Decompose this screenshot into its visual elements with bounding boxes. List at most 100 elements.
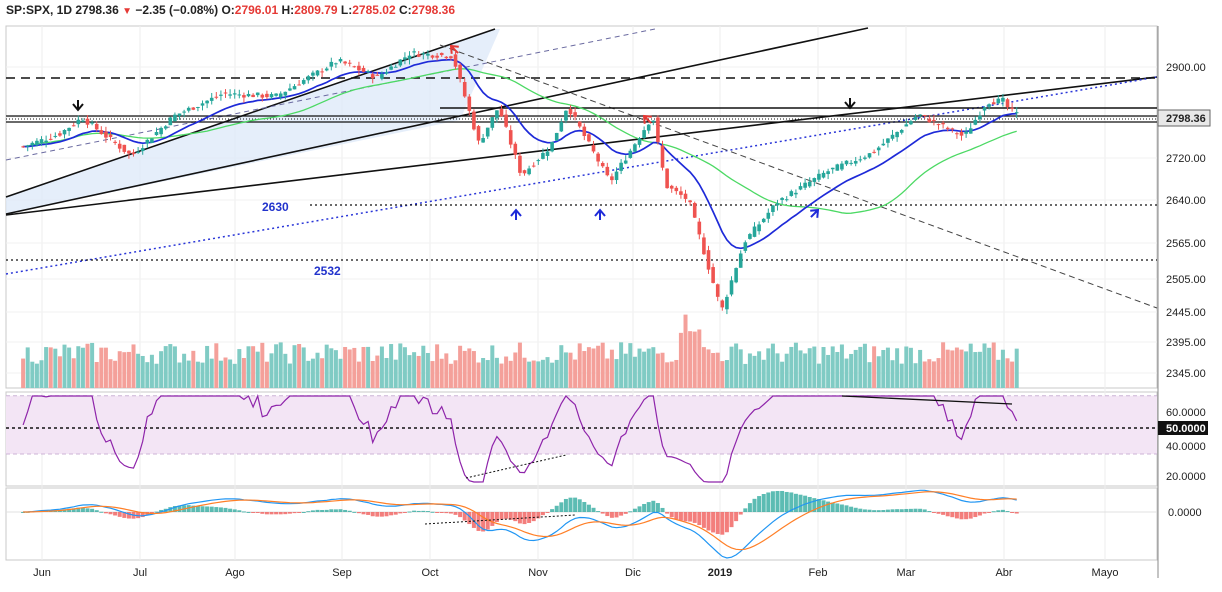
volume-bar xyxy=(881,349,886,388)
candle-body xyxy=(821,172,826,178)
macd-histogram-bar xyxy=(591,507,596,512)
volume-bar xyxy=(191,350,196,388)
candle-body xyxy=(849,162,853,164)
candle-body xyxy=(251,94,255,98)
volume-bar xyxy=(251,346,256,388)
candle-body xyxy=(922,115,927,117)
macd-histogram-bar xyxy=(94,510,99,512)
macd-histogram-bar xyxy=(775,490,780,512)
volume-bar xyxy=(274,344,279,388)
volume-bar xyxy=(522,357,527,388)
macd-histogram-bar xyxy=(508,512,513,520)
volume-bar xyxy=(954,347,959,388)
volume-bar xyxy=(927,359,932,388)
candle-body xyxy=(301,80,306,84)
volume-bar xyxy=(172,346,177,388)
macd-histogram-bar xyxy=(743,508,748,512)
red-arrow-icon xyxy=(642,114,652,124)
candle-body xyxy=(771,205,775,212)
candle-body xyxy=(794,192,798,195)
volume-bar xyxy=(195,361,200,388)
volume-bar xyxy=(646,348,651,388)
candle-body xyxy=(260,94,265,98)
x-tick-label: Sep xyxy=(332,567,352,579)
fast-moving-average-line xyxy=(23,58,1017,250)
macd-histogram-bar xyxy=(214,507,219,512)
macd-histogram-bar xyxy=(830,502,835,512)
x-tick-label: Jul xyxy=(133,567,147,579)
volume-bar xyxy=(609,349,614,388)
candle-body xyxy=(743,242,748,251)
candle-body xyxy=(807,181,812,187)
volume-bar xyxy=(757,351,762,388)
macd-histogram-bar xyxy=(99,511,104,513)
volume-bar xyxy=(1005,358,1010,388)
volume-bar xyxy=(821,347,826,388)
macd-histogram-bar xyxy=(550,509,555,512)
candle-body xyxy=(784,199,789,201)
candle-body xyxy=(927,118,932,123)
macd-histogram-bar xyxy=(412,510,417,512)
macd-histogram-bar xyxy=(522,512,527,525)
macd-histogram-bar xyxy=(573,497,578,512)
macd-histogram-bar xyxy=(108,512,113,515)
volume-bar xyxy=(600,342,605,388)
price-tick-label: 2720.00 xyxy=(1166,153,1206,165)
volume-bar xyxy=(545,357,550,388)
volume-bar xyxy=(517,342,522,388)
red-arrow-icon xyxy=(449,44,459,54)
volume-bar xyxy=(154,363,159,388)
candle-body xyxy=(619,162,623,171)
volume-bar xyxy=(333,350,338,388)
candle-body xyxy=(508,130,513,145)
candle-body xyxy=(646,124,651,131)
volume-bar xyxy=(982,343,987,388)
volume-bar xyxy=(674,359,679,388)
volume-bar xyxy=(209,358,214,388)
macd-histogram-bar xyxy=(586,504,591,512)
candle-body xyxy=(329,61,334,67)
channel-lower-line xyxy=(5,27,869,215)
macd-histogram-bar xyxy=(959,512,964,520)
macd-histogram-bar xyxy=(632,508,637,512)
volume-bar xyxy=(218,360,223,388)
volume-bar xyxy=(48,347,53,388)
rsi-divergence-line xyxy=(465,454,567,479)
volume-bar xyxy=(830,346,835,388)
macd-histogram-bar xyxy=(62,509,67,512)
macd-histogram-bar xyxy=(623,512,628,514)
macd-histogram-bar xyxy=(402,512,407,513)
candle-body xyxy=(485,127,490,137)
channel-upper-line xyxy=(5,28,496,198)
volume-bar xyxy=(853,349,858,388)
macd-histogram-bar xyxy=(609,512,614,518)
macd-histogram-bar xyxy=(678,512,683,521)
volume-bar xyxy=(688,331,693,388)
volume-bar xyxy=(867,362,872,388)
black-arrow-icon xyxy=(844,98,856,110)
volume-bar xyxy=(720,361,725,388)
volume-bar xyxy=(149,354,154,388)
candle-body xyxy=(357,65,361,71)
candle-body xyxy=(30,142,35,146)
volume-bar xyxy=(586,347,591,388)
candle-body xyxy=(527,168,531,175)
volume-bar xyxy=(738,349,743,388)
macd-histogram-bar xyxy=(849,506,854,512)
blue-arrow-icon xyxy=(810,208,820,218)
volume-bar xyxy=(660,352,665,388)
candle-body xyxy=(67,127,71,131)
candle-body xyxy=(21,146,25,148)
candle-body xyxy=(140,148,145,152)
rsi-tick-label: 20.0000 xyxy=(1166,471,1206,483)
volume-bar xyxy=(862,343,867,388)
macd-histogram-bar xyxy=(844,505,849,512)
candle-body xyxy=(522,170,527,174)
volume-bar xyxy=(57,356,62,388)
volume-bar xyxy=(329,348,334,388)
volume-bar xyxy=(458,345,463,388)
volume-bar xyxy=(734,343,739,388)
macd-histogram-bar xyxy=(393,512,398,515)
volume-bar xyxy=(826,354,831,388)
